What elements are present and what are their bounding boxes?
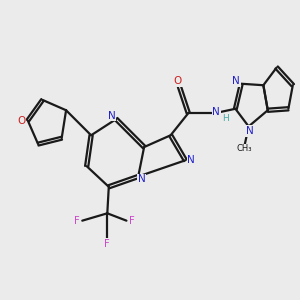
Text: F: F: [104, 239, 110, 249]
Text: N: N: [187, 155, 195, 165]
Text: N: N: [212, 107, 220, 117]
Text: O: O: [174, 76, 182, 86]
Text: H: H: [222, 114, 229, 123]
Text: CH₃: CH₃: [236, 144, 252, 153]
Text: F: F: [129, 216, 135, 226]
Text: N: N: [232, 76, 240, 86]
Text: N: N: [108, 110, 116, 121]
Text: N: N: [246, 126, 254, 136]
Text: O: O: [17, 116, 26, 126]
Text: N: N: [138, 174, 146, 184]
Text: F: F: [74, 216, 80, 226]
